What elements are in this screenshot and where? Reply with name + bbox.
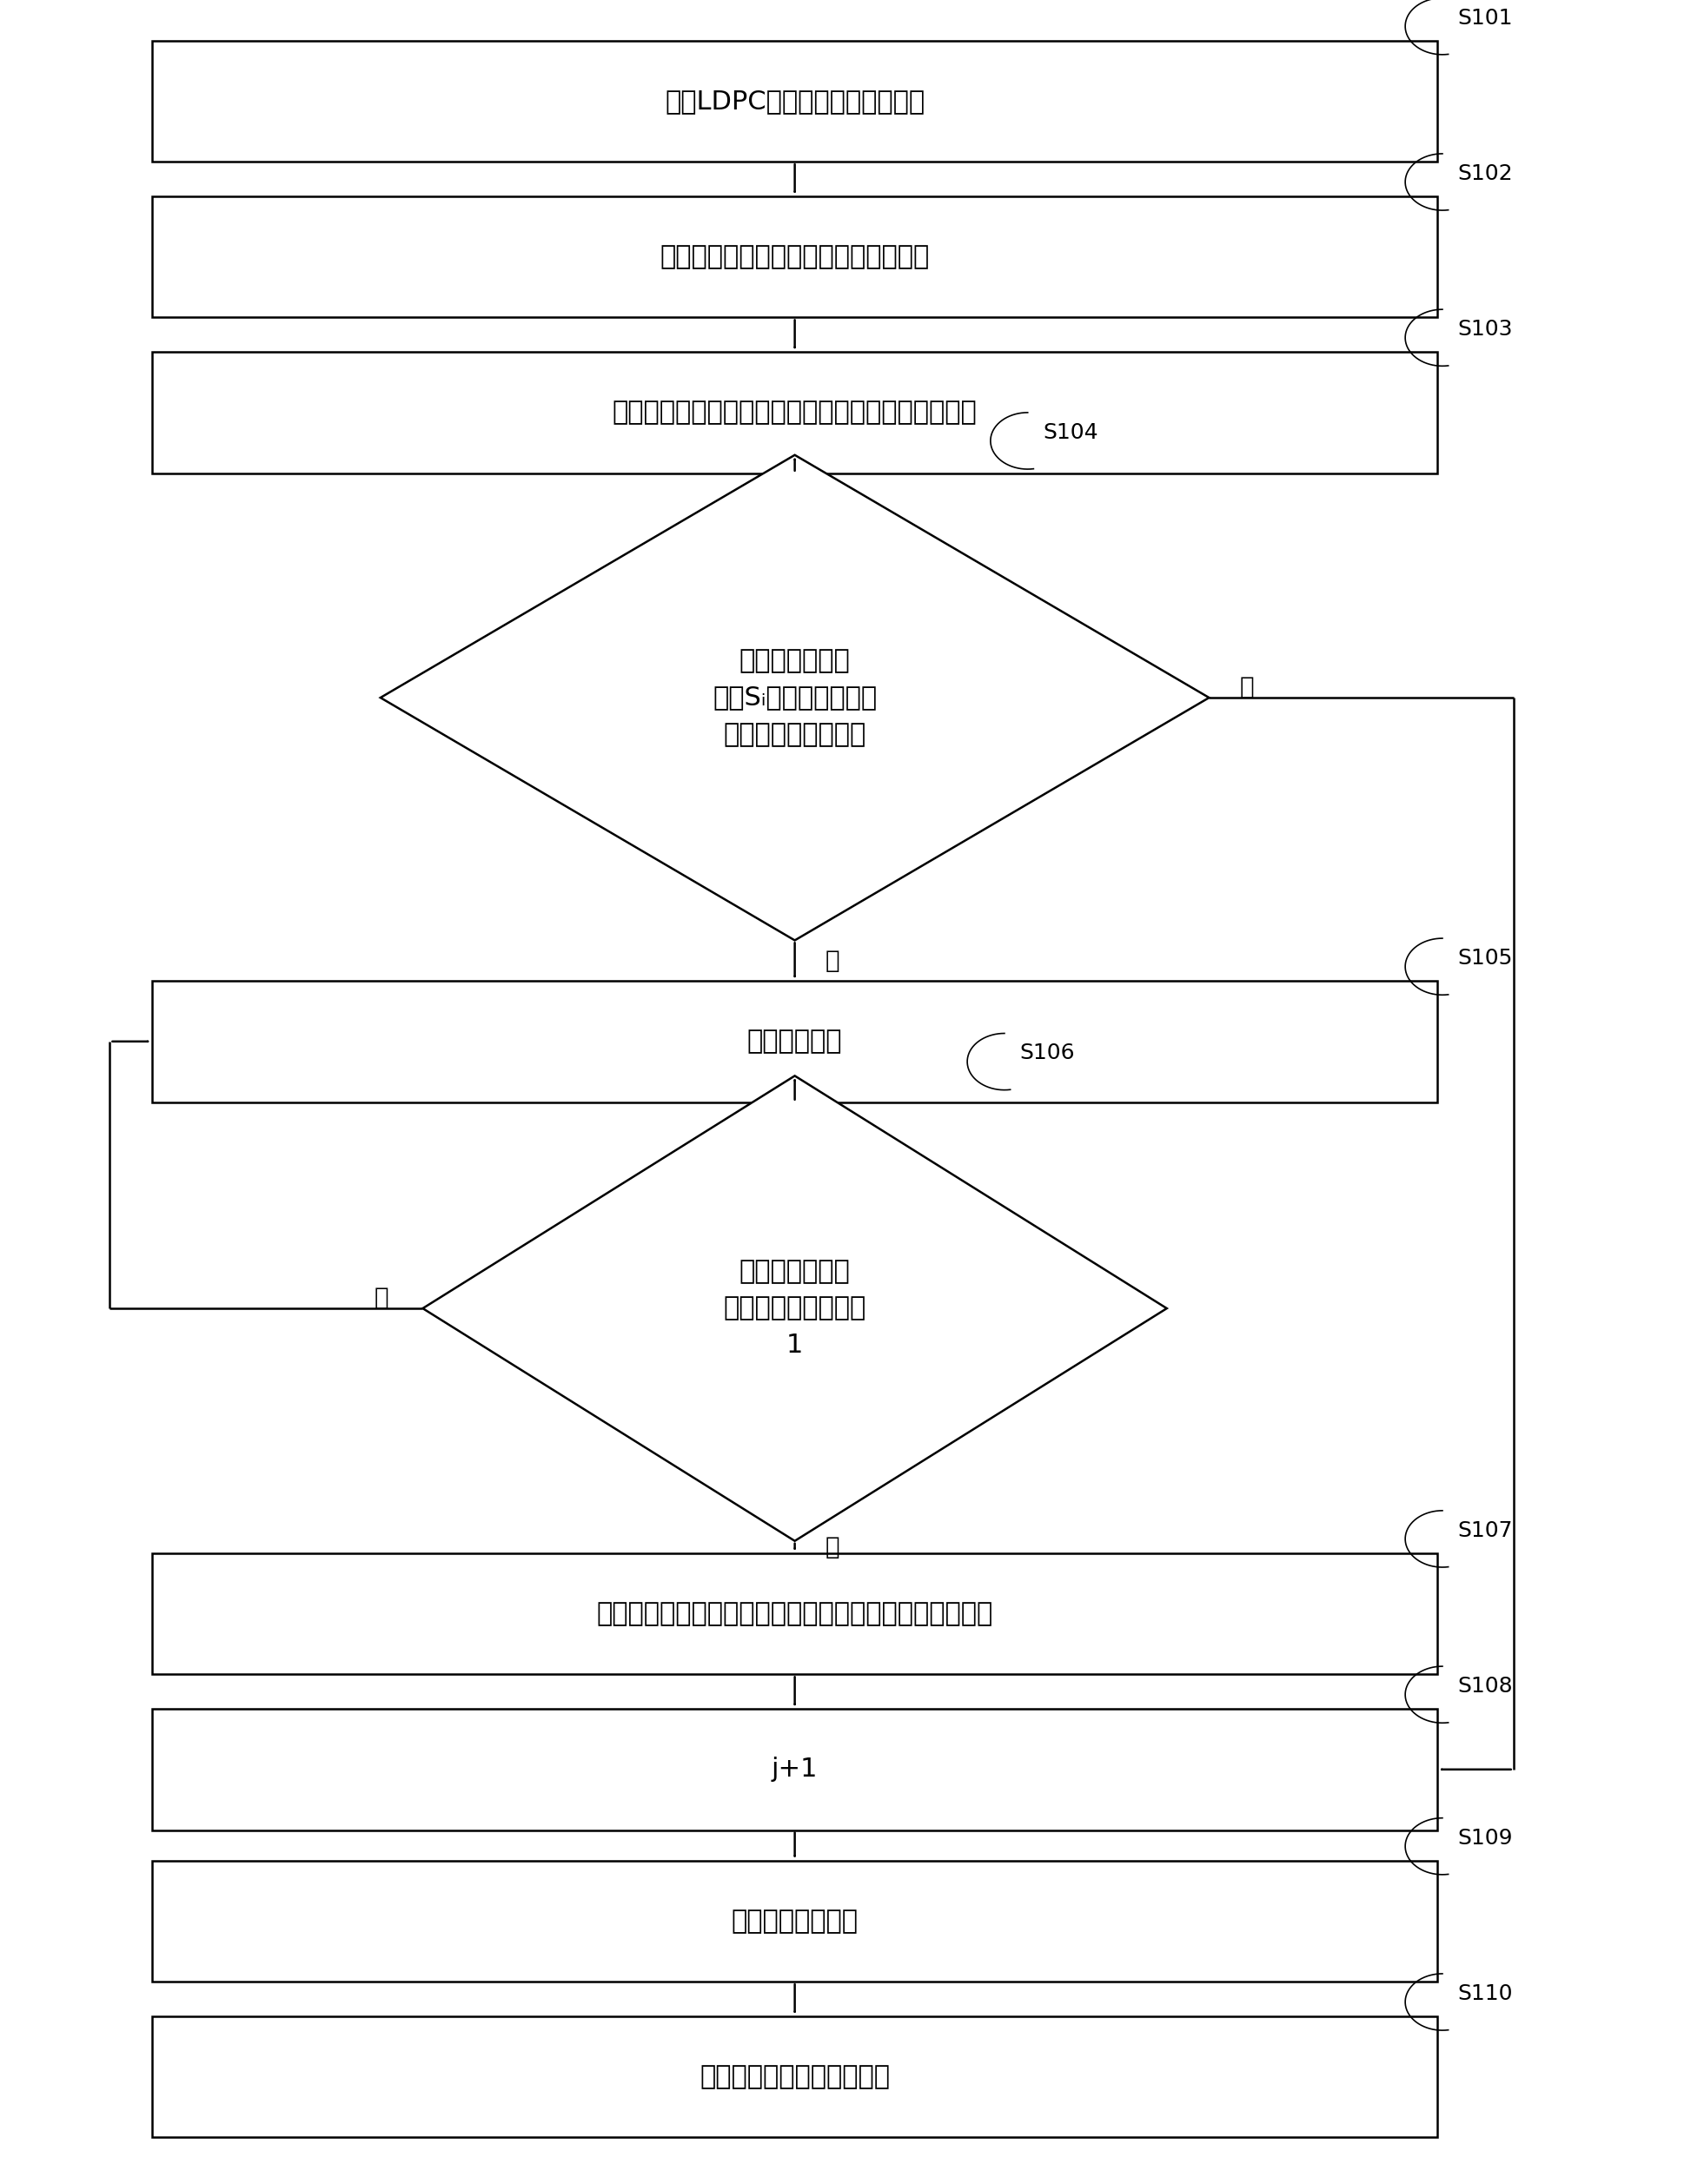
FancyBboxPatch shape [152, 41, 1437, 162]
Text: 是: 是 [825, 948, 840, 972]
Text: S105: S105 [1458, 948, 1513, 970]
Text: 接收LDPC编码器输出的比特序列: 接收LDPC编码器输出的比特序列 [665, 90, 925, 114]
FancyBboxPatch shape [152, 1553, 1437, 1675]
Text: 否: 否 [1240, 675, 1255, 699]
Text: 进行比特交换: 进行比特交换 [747, 1029, 842, 1055]
Polygon shape [423, 1077, 1167, 1542]
Text: S110: S110 [1458, 1983, 1513, 2005]
Text: 是: 是 [374, 1286, 389, 1310]
FancyBboxPatch shape [152, 352, 1437, 474]
Text: 否: 否 [825, 1535, 840, 1559]
Text: 输出比特交换结果: 输出比特交换结果 [731, 1909, 859, 1933]
Text: 搜索含多边的调制符号，得到含多边的调制符号集合: 搜索含多边的调制符号，得到含多边的调制符号集合 [612, 400, 977, 426]
FancyBboxPatch shape [152, 197, 1437, 317]
Polygon shape [380, 454, 1209, 941]
Text: 将所接收的比特序列组成符号节点集合: 将所接收的比特序列组成符号节点集合 [659, 245, 930, 269]
Text: 根据比特交换结果进行译码: 根据比特交换结果进行译码 [700, 2064, 889, 2090]
Text: 删除与当前符号节点集合元素对应的、含多边的调制符号: 删除与当前符号节点集合元素对应的、含多边的调制符号 [597, 1601, 993, 1627]
FancyBboxPatch shape [152, 1861, 1437, 1981]
Text: S102: S102 [1458, 164, 1513, 183]
Text: S101: S101 [1458, 7, 1513, 28]
FancyBboxPatch shape [152, 981, 1437, 1103]
Text: S107: S107 [1458, 1520, 1513, 1542]
Text: S109: S109 [1458, 1828, 1513, 1848]
FancyBboxPatch shape [152, 2016, 1437, 2138]
FancyBboxPatch shape [152, 1708, 1437, 1830]
Text: S106: S106 [1020, 1042, 1075, 1064]
Text: j+1: j+1 [771, 1756, 818, 1782]
Text: 符号节点集合的
元素Sᵢ是否属于所述含
多边的调制符号集合: 符号节点集合的 元素Sᵢ是否属于所述含 多边的调制符号集合 [712, 649, 878, 747]
Text: S104: S104 [1043, 422, 1097, 443]
Text: S108: S108 [1458, 1675, 1513, 1697]
Text: S103: S103 [1458, 319, 1513, 341]
Text: 检查第一集合中
的比特个数是否大于
1: 检查第一集合中 的比特个数是否大于 1 [724, 1258, 866, 1358]
